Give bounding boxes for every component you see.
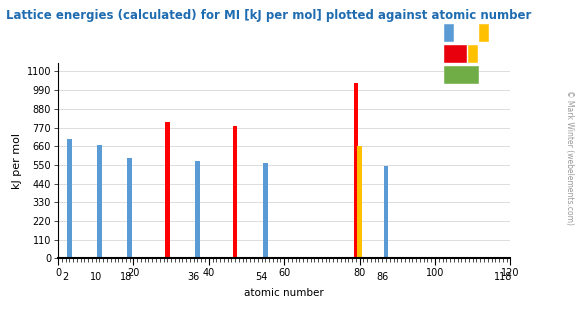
Bar [444, 24, 454, 42]
Bar [67, 140, 71, 258]
Bar [195, 162, 200, 258]
Bar [128, 158, 132, 258]
Bar [97, 145, 102, 258]
Text: 86: 86 [376, 272, 389, 283]
Bar [468, 45, 478, 63]
Text: atomic number: atomic number [244, 288, 324, 298]
Bar [233, 126, 237, 258]
Bar [444, 66, 479, 84]
Text: 36: 36 [187, 272, 200, 283]
Bar [263, 163, 267, 258]
Bar [165, 123, 169, 258]
Bar [354, 83, 358, 258]
Y-axis label: kJ per mol: kJ per mol [12, 133, 23, 189]
Text: 54: 54 [255, 272, 268, 283]
Text: 18: 18 [119, 272, 132, 283]
Bar [479, 24, 489, 42]
Text: 2: 2 [63, 272, 68, 283]
Text: Lattice energies (calculated) for MI [kJ per mol] plotted against atomic number: Lattice energies (calculated) for MI [kJ… [6, 9, 531, 22]
Text: 10: 10 [89, 272, 102, 283]
Text: 118: 118 [494, 272, 512, 283]
Bar [384, 166, 388, 258]
Bar [444, 45, 467, 63]
Text: © Mark Winter (webelements.com): © Mark Winter (webelements.com) [566, 90, 575, 225]
Bar [357, 146, 362, 258]
